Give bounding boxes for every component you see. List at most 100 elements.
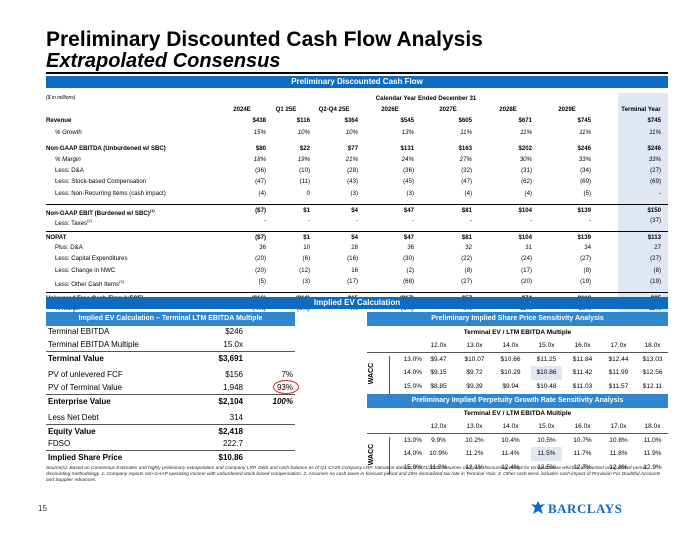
dcf-cell: 11%	[649, 128, 661, 136]
dcf-cell: 27%	[459, 155, 472, 163]
ev-row: Terminal EBITDA $246	[46, 325, 295, 338]
multiple-header: 16.0x	[574, 342, 591, 349]
page-title: Preliminary Discounted Cash Flow Analysi…	[46, 28, 483, 51]
dcf-cell: $81	[461, 234, 472, 242]
dcf-cell: (32)	[461, 167, 472, 175]
dcf-cell: (11)	[299, 178, 310, 186]
dcf-column-header: 2028E	[499, 106, 517, 114]
sensitivity-cell: 12.4%	[501, 463, 520, 471]
dcf-cell: $80	[255, 144, 266, 152]
dcf-cell: (19)	[650, 277, 661, 285]
dcf-cell: (8)	[653, 266, 661, 274]
dcf-cell: (27)	[580, 255, 591, 263]
ev-row-label: Implied Share Price	[48, 453, 123, 462]
sensitivity-row: 15.0% 11.9% 12.1% 12.4% 12.5% 12.7% 12.8% 12.9%	[367, 461, 668, 475]
dcf-cell: 33%	[578, 155, 591, 163]
dcf-cell: 11%	[579, 128, 591, 136]
dcf-cell: 36	[259, 244, 266, 252]
dcf-row: Less: Stock-based Compensation (47) (11) (4…	[46, 176, 668, 187]
ev-row: Less Net Debt 314	[46, 411, 295, 424]
dcf-cell: (47)	[461, 178, 472, 186]
dcf-cell: (28)	[347, 167, 358, 175]
dcf-cell: (68)	[403, 277, 414, 285]
dcf-cell: (8)	[583, 266, 591, 274]
dcf-row-label: Less: Stock-based Compensation	[55, 176, 146, 187]
dcf-row-label-text: Revenue	[46, 117, 72, 125]
dcf-cell: 16	[351, 266, 358, 274]
multiple-header: 14.0x	[502, 342, 519, 349]
dcf-row-label-text: Non-GAAP EBITDA (Unburdened w/ SBC)	[46, 144, 166, 152]
ev-row-value: 314	[229, 413, 243, 422]
dcf-cell: (69)	[580, 178, 591, 186]
ev-row-value: $10.86	[218, 453, 243, 462]
footnote-marker: (1)	[149, 207, 155, 213]
dcf-cell: 21%	[345, 155, 358, 163]
ev-row-percent: 100%	[272, 397, 293, 406]
ev-row: Equity Value $2,418	[46, 424, 295, 437]
ev-row-value: $156	[225, 370, 243, 379]
sensitivity-row: 15.0% $8.85 $9.39 $9.94 $10.48 $11.03 $11.57 $1…	[367, 380, 668, 394]
dcf-cell: $246	[647, 144, 661, 152]
dcf-cell: 30%	[519, 155, 532, 163]
dcf-row-label: Non-GAAP EBIT (Burdened w/ SBC)(1)	[46, 205, 155, 219]
dcf-row-label-text: Less: Other Cash Items	[55, 280, 120, 288]
dcf-cell: $438	[252, 117, 266, 125]
sensitivity-cell: $11.25	[536, 355, 557, 363]
dcf-row-label-text: Less: Capital Expenditures	[55, 255, 128, 263]
dcf-column-header: Q2-Q4 25E	[318, 106, 350, 114]
dcf-cell: (3)	[302, 277, 310, 285]
units-label: ($ in millions)	[46, 95, 76, 101]
wacc-axis-label: WACC	[368, 443, 376, 466]
sensitivity-caption: Terminal EV / LTM EBITDA Multiple	[463, 410, 572, 417]
dcf-row-label: NOPAT	[46, 232, 66, 243]
dcf-cell: 15%	[253, 128, 266, 136]
ev-row-label: PV of unlevered FCF	[48, 370, 123, 379]
dcf-cell: (5)	[583, 189, 591, 197]
dcf-cell: $131	[400, 144, 414, 152]
wacc-axis-label: WACC	[368, 362, 376, 385]
sensitivity-cell: 11.2%	[465, 450, 484, 457]
dcf-cell: (24)	[521, 255, 532, 263]
wacc-value: 15.0%	[403, 382, 422, 390]
dcf-cell: (27)	[650, 255, 661, 263]
sensitivity-cell: 10.2%	[465, 436, 484, 444]
dcf-cell: (27)	[461, 277, 472, 285]
dcf-cell: (5)	[258, 277, 266, 285]
ev-row-label: PV of Terminal Value	[48, 383, 122, 392]
dcf-cell: 36	[407, 244, 414, 252]
sensitivity-cell: 9.9%	[431, 436, 446, 444]
sensitivity-cell: $11.57	[608, 382, 629, 390]
dcf-cell: (17)	[347, 277, 358, 285]
dcf-cell: $139	[577, 206, 591, 214]
sensitivity-cell: $11.03	[572, 382, 593, 390]
ev-row-percent: 7%	[281, 370, 293, 379]
ev-calc-table: Terminal EBITDA $246 Terminal EBITDA Multi…	[46, 325, 299, 463]
sensitivity-cell: 11.9%	[429, 463, 448, 471]
wacc-axis-line	[389, 437, 390, 475]
ev-row-value: 15.0x	[223, 340, 243, 349]
dcf-cell: (19)	[580, 277, 591, 285]
dcf-row: % Margin 18% 19% 21% 24% 27% 30% 33% 33%	[46, 154, 668, 165]
sensitivity-cell: 12.8%	[609, 463, 628, 471]
page-number: 15	[38, 504, 47, 513]
dcf-cell: (34)	[580, 167, 591, 175]
dcf-cell: (31)	[521, 167, 532, 175]
dcf-row-label: Less: D&A	[55, 165, 84, 176]
multiple-header: 15.0x	[538, 423, 555, 430]
dcf-cell: $4	[351, 234, 358, 242]
dcf-cell: (17)	[521, 266, 532, 274]
dcf-cell: $81	[461, 206, 472, 214]
implied-ev-header-bar: Implied EV Calculation	[46, 297, 668, 309]
dcf-cell: 10%	[297, 128, 310, 136]
wacc-value: 15.0%	[403, 463, 422, 471]
dcf-row: Less: Other Cash Items(3) (5) (3) (17) (68)(…	[46, 276, 668, 288]
dcf-cell: $1	[303, 234, 310, 242]
dcf-row-label-text: Less: Stock-based Compensation	[55, 178, 147, 186]
dcf-cell: (6)	[302, 255, 310, 263]
dcf-row: Less: D&A (36) (10) (28) (36) (32) (31) (34) (27…	[46, 165, 668, 176]
dcf-column-header: 2024E	[233, 106, 251, 114]
ev-row-label: FDSO	[48, 439, 71, 448]
dcf-cell: (62)	[521, 178, 532, 186]
dcf-row: Less: Non-Recurring Items (cash impact) (…	[46, 188, 668, 199]
sensitivity-cell: $10.86	[531, 366, 562, 380]
